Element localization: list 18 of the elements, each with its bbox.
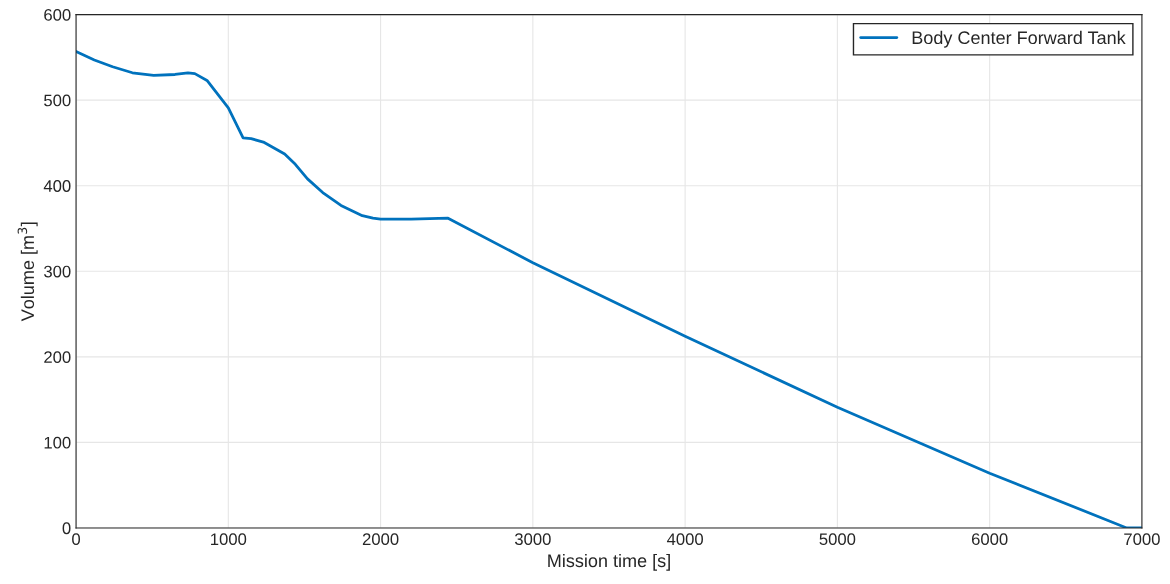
y-axis-title: Volume [m$^{3}$]	[17, 222, 38, 322]
x-axis-title: Mission time [s]	[548, 553, 670, 571]
x-tick-label: 0	[72, 533, 81, 546]
y-tick-label: 400	[43, 180, 71, 192]
y-tick-label: 300	[44, 265, 71, 278]
x-tick-label: 6000	[971, 533, 1008, 546]
x-tick-label: 3000	[514, 533, 551, 546]
y-tick-label: 600	[44, 9, 71, 21]
y-tick-label: 0	[62, 522, 71, 535]
x-tick-label: 1000	[211, 533, 247, 546]
legend-label: Body Center Forward Tank	[912, 30, 1126, 48]
x-tick-label: 5000	[819, 533, 856, 546]
y-tick-label: 200	[44, 351, 71, 364]
x-tick-label: 2000	[362, 533, 399, 546]
y-tick-label: 100	[44, 436, 71, 449]
y-tick-label: 500	[44, 94, 71, 107]
x-tick-label: 7000	[1124, 533, 1160, 546]
x-tick-label: 4000	[666, 533, 704, 546]
